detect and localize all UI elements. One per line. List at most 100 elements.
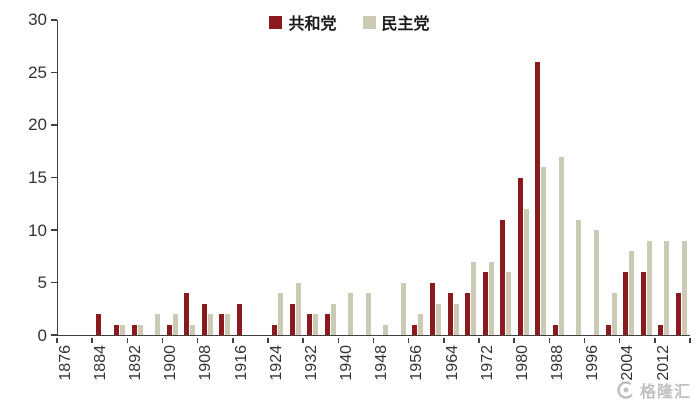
bar-republican-2008 bbox=[640, 272, 646, 335]
plot-area bbox=[51, 19, 690, 336]
bar-republican-1908 bbox=[201, 303, 207, 335]
x-tick-label-1996: 1996 bbox=[584, 345, 602, 381]
bar-democrat-1896 bbox=[155, 314, 161, 335]
bar-republican-1912 bbox=[219, 314, 225, 335]
bar-democrat-2004 bbox=[629, 251, 635, 335]
bar-democrat-1996 bbox=[593, 230, 599, 335]
x-tick-mark bbox=[337, 338, 340, 343]
legend: 共和党 民主党 bbox=[0, 10, 699, 34]
x-tick-label-1980: 1980 bbox=[513, 345, 531, 381]
bar-republican-2000 bbox=[605, 324, 611, 335]
bar-democrat-1960 bbox=[435, 303, 441, 335]
y-tick-mark bbox=[51, 19, 57, 21]
bar-democrat-2000 bbox=[611, 293, 617, 335]
bar-republican-1964 bbox=[447, 293, 453, 335]
x-tick-label-2004: 2004 bbox=[619, 345, 637, 381]
bar-republican-1892 bbox=[131, 324, 137, 335]
bar-republican-1900 bbox=[166, 324, 172, 335]
bar-democrat-2008 bbox=[646, 240, 652, 335]
bar-democrat-1900 bbox=[172, 314, 178, 335]
x-tick-mark bbox=[126, 338, 129, 343]
bar-republican-1928 bbox=[289, 303, 295, 335]
bar-democrat-1948 bbox=[383, 324, 389, 335]
legend-item-democrat: 民主党 bbox=[362, 10, 430, 34]
bar-democrat-1968 bbox=[471, 261, 477, 335]
bar-republican-1888 bbox=[113, 324, 119, 335]
x-tick-mark bbox=[56, 338, 58, 343]
y-tick-label-25: 25 bbox=[28, 62, 47, 82]
bar-republican-1932 bbox=[307, 314, 313, 335]
x-tick-mark bbox=[196, 338, 199, 343]
bar-democrat-1908 bbox=[207, 314, 213, 335]
bar-democrat-1912 bbox=[225, 314, 231, 335]
x-tick-mark bbox=[232, 338, 234, 343]
legend-label-republican: 共和党 bbox=[288, 16, 337, 33]
bar-republican-1984 bbox=[535, 62, 541, 335]
x-tick-mark bbox=[407, 338, 410, 343]
x-tick-label-1940: 1940 bbox=[338, 345, 356, 381]
x-tick-mark bbox=[689, 338, 691, 343]
gelonghui-watermark: 格隆汇 bbox=[616, 378, 691, 402]
bar-republican-1968 bbox=[465, 293, 471, 335]
x-tick-mark bbox=[302, 338, 304, 343]
y-tick-label-15: 15 bbox=[28, 168, 47, 187]
x-tick-mark bbox=[618, 338, 621, 343]
y-tick-label-10: 10 bbox=[28, 220, 47, 240]
bar-democrat-1992 bbox=[576, 219, 582, 335]
bar-democrat-1952 bbox=[400, 282, 406, 335]
bar-democrat-1888 bbox=[119, 324, 125, 335]
legend-item-republican: 共和党 bbox=[269, 10, 337, 34]
y-tick-mark bbox=[51, 176, 57, 179]
bar-democrat-1976 bbox=[506, 272, 512, 335]
bar-democrat-1988 bbox=[558, 156, 564, 335]
bar-democrat-1956 bbox=[418, 314, 424, 335]
bar-republican-1916 bbox=[236, 303, 242, 335]
y-tick-label-20: 20 bbox=[28, 115, 47, 135]
bar-democrat-1972 bbox=[488, 261, 494, 335]
bar-republican-1972 bbox=[482, 272, 488, 335]
legend-label-democrat: 民主党 bbox=[381, 16, 430, 33]
bar-republican-1936 bbox=[324, 314, 330, 335]
bar-republican-1904 bbox=[184, 293, 190, 335]
bar-democrat-1944 bbox=[365, 293, 371, 335]
x-tick-label-1972: 1972 bbox=[478, 345, 496, 381]
x-tick-label-1916: 1916 bbox=[232, 345, 250, 381]
x-tick-label-1964: 1964 bbox=[443, 345, 461, 381]
bar-republican-1924 bbox=[271, 324, 277, 335]
x-tick-mark bbox=[161, 338, 164, 343]
x-tick-mark bbox=[267, 338, 269, 343]
bar-democrat-1904 bbox=[190, 324, 196, 335]
x-tick-label-1988: 1988 bbox=[549, 345, 567, 381]
x-tick-label-1932: 1932 bbox=[302, 345, 320, 381]
x-tick-mark bbox=[654, 338, 656, 343]
x-tick-mark bbox=[513, 338, 515, 343]
bar-democrat-1928 bbox=[295, 282, 301, 335]
watermark-text: 格隆汇 bbox=[639, 384, 691, 401]
y-tick-mark bbox=[51, 281, 57, 284]
bar-democrat-1932 bbox=[313, 314, 319, 335]
x-tick-label-1876: 1876 bbox=[56, 345, 74, 381]
x-tick-label-1956: 1956 bbox=[408, 345, 426, 381]
x-tick-mark bbox=[91, 338, 93, 343]
bar-republican-1956 bbox=[412, 324, 418, 335]
bar-republican-1988 bbox=[552, 324, 558, 335]
y-tick-label-0: 0 bbox=[37, 326, 47, 345]
x-tick-mark bbox=[443, 338, 445, 343]
x-tick-mark bbox=[478, 338, 480, 343]
bar-democrat-1984 bbox=[541, 167, 547, 335]
y-tick-mark bbox=[51, 229, 57, 231]
y-tick-label-5: 5 bbox=[37, 273, 47, 293]
bar-democrat-1980 bbox=[523, 209, 529, 335]
bar-republican-1960 bbox=[429, 282, 435, 335]
x-tick-mark bbox=[583, 338, 586, 343]
x-tick-label-1900: 1900 bbox=[162, 345, 180, 381]
bar-democrat-1964 bbox=[453, 303, 459, 335]
x-tick-label-1884: 1884 bbox=[91, 345, 109, 381]
bar-democrat-2012 bbox=[664, 240, 670, 335]
x-tick-mark bbox=[372, 338, 375, 343]
x-tick-mark bbox=[548, 338, 551, 343]
democrat-color-swatch bbox=[362, 15, 376, 29]
y-axis: 0 5 10 15 20 25 30 bbox=[0, 11, 57, 345]
x-tick-label-1892: 1892 bbox=[127, 345, 145, 381]
x-tick-label-1924: 1924 bbox=[267, 345, 285, 381]
